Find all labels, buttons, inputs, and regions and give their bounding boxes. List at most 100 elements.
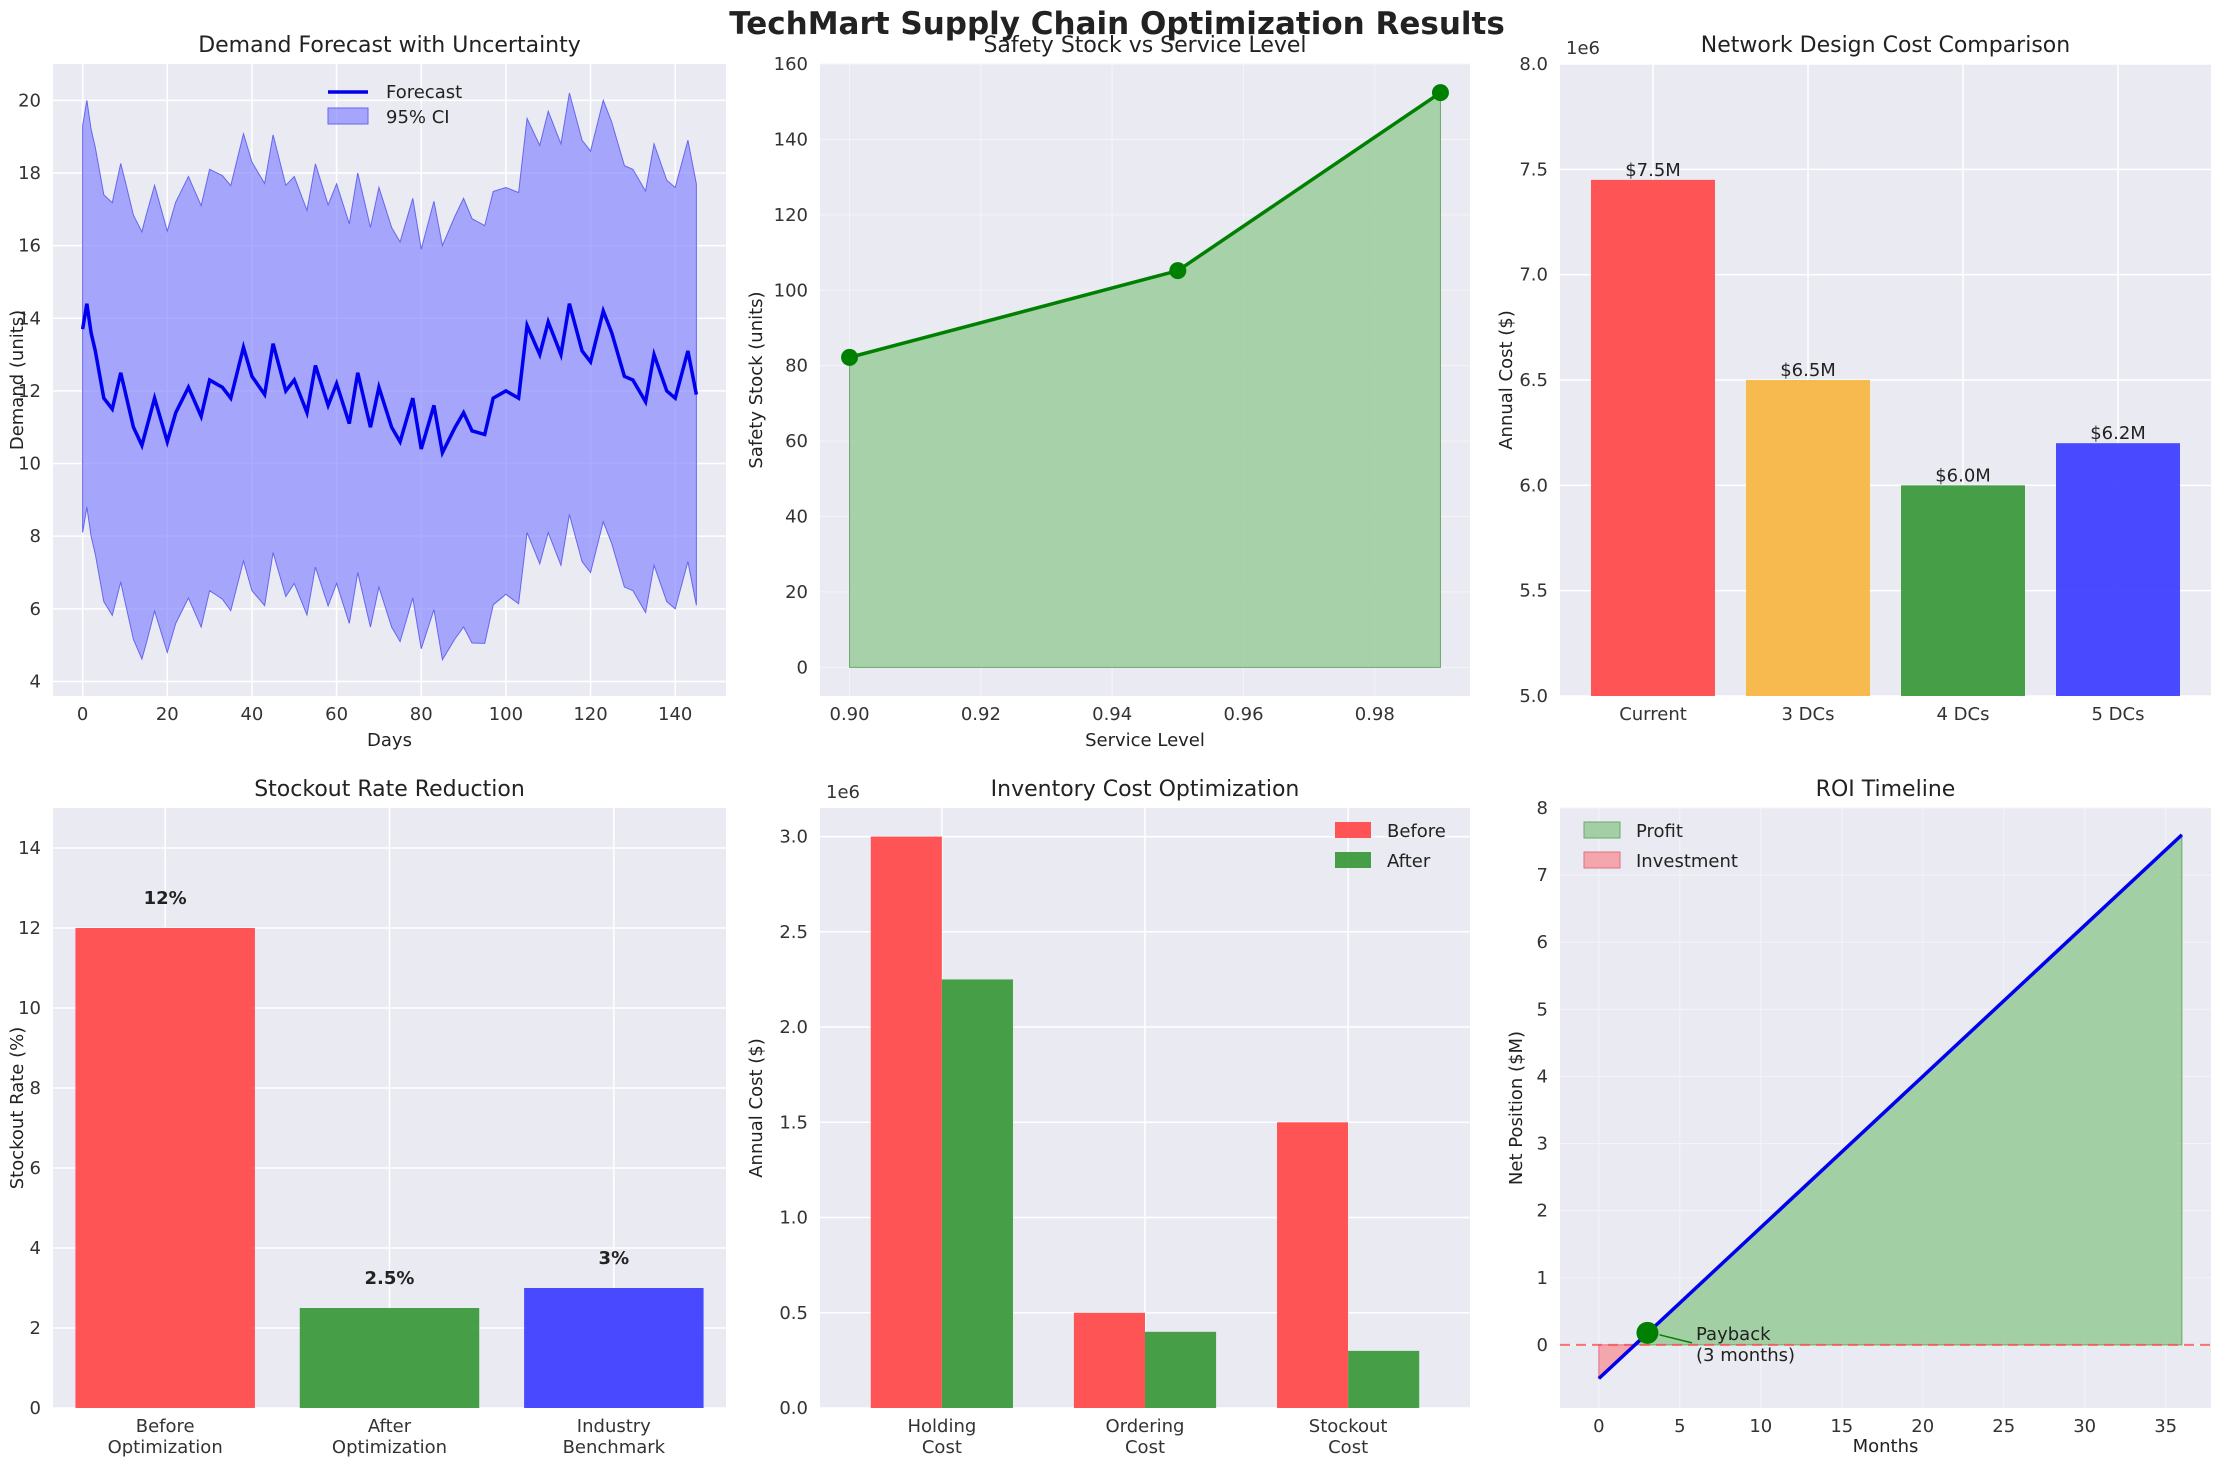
y-tick-label: 80 — [785, 356, 808, 377]
annotation-label: Payback — [1696, 1324, 1771, 1345]
x-tick-label: Stockout — [1309, 1416, 1388, 1437]
x-tick-label: 60 — [325, 704, 348, 725]
panel-safety: Safety Stock vs Service Level 0.90 0.92 0.9… — [746, 33, 1470, 751]
y-tick-label: 120 — [774, 205, 808, 226]
bar-after — [941, 979, 1013, 1408]
x-tick-label: 140 — [658, 704, 692, 725]
x-tick-label: 0 — [77, 704, 88, 725]
y-tick-label: 6 — [30, 1158, 41, 1179]
y-tick-label: 6 — [30, 599, 41, 620]
bar-before — [870, 836, 942, 1408]
legend-label: Forecast — [386, 82, 462, 103]
x-tick-label: Optimization — [108, 1437, 223, 1458]
panel-network: Network Design Cost Comparison 5.0 5.5 6.0 6… — [1496, 33, 2211, 725]
x-axis-label: Months — [1853, 1436, 1919, 1457]
x-tick-label: 25 — [1992, 1416, 2015, 1437]
y-tick-label: 14 — [18, 308, 41, 329]
y-tick-label: 160 — [774, 54, 808, 75]
x-tick-label: 80 — [410, 704, 433, 725]
legend-band-swatch — [327, 107, 369, 125]
y-axis-label: Demand (units) — [7, 310, 28, 450]
y-tick-label: 5.0 — [1519, 686, 1548, 707]
bar-value-label: $6.0M — [1935, 465, 1991, 486]
x-tick-label: 20 — [1911, 1416, 1934, 1437]
y-tick-label: 2.5 — [779, 922, 808, 943]
y-tick-label: 8 — [30, 1078, 41, 1099]
x-tick-label: 0 — [1593, 1416, 1604, 1437]
bar-value-label: $6.5M — [1780, 360, 1836, 381]
x-tick-label: 35 — [2154, 1416, 2177, 1437]
y-tick-label: 2.0 — [779, 1017, 808, 1038]
legend-label: Before — [1387, 821, 1446, 842]
y-tick-label: 6 — [1537, 932, 1548, 953]
y-axis-label: Net Position ($M) — [1506, 1031, 1527, 1185]
y-tick-label: 0 — [30, 1398, 41, 1419]
y-tick-label: 140 — [774, 129, 808, 150]
y-tick-label: 12 — [18, 918, 41, 939]
x-tick-label: 40 — [240, 704, 263, 725]
bar — [75, 928, 255, 1408]
x-tick-label: 30 — [2073, 1416, 2096, 1437]
panel-title: Stockout Rate Reduction — [254, 777, 525, 802]
y-tick-label: 6.5 — [1519, 370, 1548, 391]
bar — [1901, 485, 2025, 696]
net-position-line — [1597, 833, 2184, 1380]
x-tick-label: 0.90 — [830, 704, 870, 725]
y-tick-label: 4 — [30, 671, 41, 692]
y-tick-label: 12 — [18, 381, 41, 402]
y-tick-label: 100 — [774, 280, 808, 301]
payback-marker — [1636, 1321, 1659, 1344]
x-tick-label: After — [368, 1416, 412, 1437]
y-tick-label: 8 — [30, 526, 41, 547]
x-tick-label: 20 — [156, 704, 179, 725]
legend-label: Profit — [1636, 821, 1683, 842]
x-tick-label: 0.94 — [1092, 704, 1132, 725]
y-tick-label: 0 — [1537, 1335, 1548, 1356]
y-tick-label: 14 — [18, 838, 41, 859]
panel-title: ROI Timeline — [1816, 777, 1956, 802]
y-axis-label: Annual Cost ($) — [1496, 310, 1517, 450]
y-tick-label: 10 — [18, 454, 41, 475]
x-tick-label: 120 — [573, 704, 607, 725]
y-tick-label: 4 — [1537, 1066, 1548, 1087]
bar-before — [1073, 1312, 1145, 1408]
x-tick-label: 0.98 — [1355, 704, 1395, 725]
legend-label: 95% CI — [386, 107, 450, 128]
bar-value-label: 12% — [144, 888, 187, 909]
x-axis-label: Days — [367, 730, 412, 751]
x-tick-label: 5 DCs — [2092, 704, 2145, 725]
y-tick-label: 5.5 — [1519, 581, 1548, 602]
y-tick-label: 7.0 — [1519, 265, 1548, 286]
y-tick-label: 60 — [785, 431, 808, 452]
x-axis-label: Service Level — [1085, 730, 1205, 751]
bar-value-label: 3% — [599, 1248, 630, 1269]
bar — [299, 1308, 480, 1408]
y-tick-label: 3.0 — [779, 827, 808, 848]
bar-value-label: $7.5M — [1625, 160, 1681, 181]
x-tick-label: Benchmark — [563, 1437, 666, 1458]
y-tick-label: 2 — [1537, 1201, 1548, 1222]
x-tick-label: 0.96 — [1223, 704, 1263, 725]
y-tick-label: 18 — [18, 163, 41, 184]
axis-offset-label: 1e6 — [826, 782, 860, 803]
y-tick-label: 0 — [797, 657, 808, 678]
x-tick-label: Cost — [1125, 1437, 1165, 1458]
legend-swatch — [1335, 852, 1371, 868]
panel-title: Inventory Cost Optimization — [991, 777, 1300, 802]
data-point — [1431, 84, 1449, 102]
confidence-band — [82, 92, 697, 662]
data-point — [1169, 262, 1187, 280]
bar-after — [1348, 1350, 1420, 1408]
y-tick-label: 5 — [1537, 999, 1548, 1020]
y-tick-label: 7 — [1537, 865, 1548, 886]
legend-swatch — [1583, 851, 1621, 869]
y-tick-label: 1.0 — [779, 1208, 808, 1229]
y-tick-label: 6.0 — [1519, 475, 1548, 496]
y-tick-label: 8.0 — [1519, 54, 1548, 75]
annotation-arrow — [1659, 1334, 1693, 1344]
y-tick-label: 1.5 — [779, 1112, 808, 1133]
y-tick-label: 3 — [1537, 1134, 1548, 1155]
y-axis-label: Safety Stock (units) — [746, 291, 767, 468]
data-point — [841, 348, 859, 366]
y-tick-label: 20 — [785, 582, 808, 603]
